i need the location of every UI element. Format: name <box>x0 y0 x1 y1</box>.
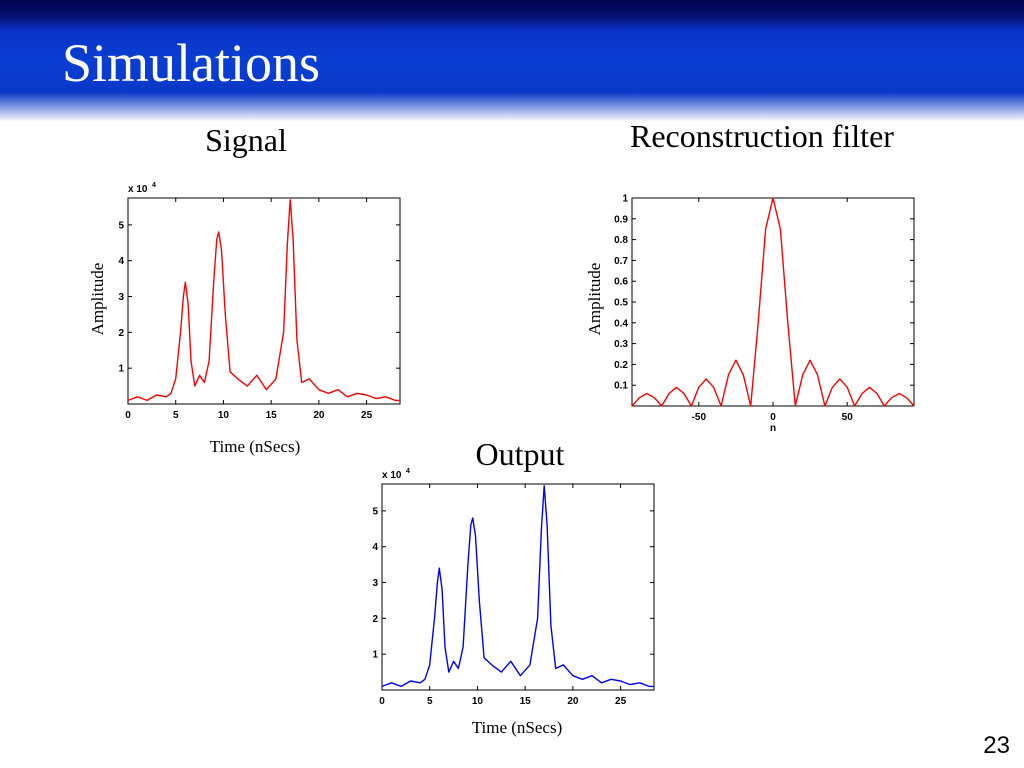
filter-y-tick-label: 0.8 <box>614 235 628 246</box>
signal-y-exponent: 4 <box>152 182 156 189</box>
signal-x-tick-label: 15 <box>266 410 278 421</box>
output-y-tick-label: 3 <box>372 578 378 589</box>
filter-x-tick-label: 0 <box>770 412 776 423</box>
signal-x-tick-label: 20 <box>313 410 325 421</box>
filter-plot-frame <box>631 197 915 407</box>
filter-chart: -50 0 50 0.1 0.2 0.3 0.4 0.5 0.6 0.7 0.8 0.9 1 n <box>614 194 915 434</box>
filter-y-tick-label: 0.5 <box>614 298 628 309</box>
page-number: 23 <box>983 732 1010 759</box>
output-y-tick-label: 4 <box>372 542 378 553</box>
filter-x-axis-label: n <box>770 423 776 434</box>
output-chart: 0 5 10 15 20 25 1 2 3 4 5 x 10 4 <box>372 468 655 707</box>
signal-y-tick-label: 1 <box>118 364 124 375</box>
signal-x-axis-label: Time (nSecs) <box>209 437 301 456</box>
signal-x-tick-label: 5 <box>173 410 179 421</box>
signal-y-multiplier: x 10 <box>128 184 148 195</box>
filter-y-tick-label: 1 <box>622 194 628 205</box>
filter-chart-title: Reconstruction filter <box>630 118 894 154</box>
signal-chart: 0 5 10 15 20 25 1 2 3 4 5 x 10 4 <box>118 182 401 421</box>
output-x-tick-label: 20 <box>567 696 579 707</box>
filter-x-tick-label: -50 <box>692 412 707 423</box>
output-y-exponent: 4 <box>406 468 410 475</box>
signal-x-tick-label: 10 <box>218 410 230 421</box>
output-x-tick-label: 5 <box>427 696 433 707</box>
filter-y-tick-label: 0.7 <box>614 256 628 267</box>
output-series-line <box>381 485 654 688</box>
output-x-tick-label: 25 <box>615 696 627 707</box>
filter-y-tick-label: 0.6 <box>614 277 628 288</box>
filter-x-tick-label: 50 <box>842 412 854 423</box>
signal-chart-title: Signal <box>205 122 287 158</box>
signal-y-tick-label: 4 <box>118 256 124 267</box>
output-y-multiplier: x 10 <box>382 470 402 481</box>
signal-y-tick-label: 5 <box>118 220 124 231</box>
signal-y-tick-label: 2 <box>118 328 124 339</box>
signal-x-tick-label: 0 <box>125 410 131 421</box>
title-bar: Simulations <box>0 0 1024 122</box>
output-chart-title: Output <box>475 436 565 472</box>
signal-y-tick-label: 3 <box>118 292 124 303</box>
output-x-tick-label: 15 <box>520 696 532 707</box>
filter-y-tick-label: 0.3 <box>614 339 628 350</box>
filter-y-tick-label: 0.4 <box>614 318 628 329</box>
filter-y-tick-label: 0.2 <box>614 360 628 371</box>
slide-title: Simulations <box>62 33 321 93</box>
output-x-axis-label: Time (nSecs) <box>471 718 563 737</box>
filter-y-tick-label: 0.1 <box>614 381 628 392</box>
output-y-tick-label: 1 <box>372 650 378 661</box>
output-x-tick-label: 10 <box>472 696 484 707</box>
output-x-tick-label: 0 <box>379 696 385 707</box>
signal-series-line <box>127 199 400 402</box>
filter-y-tick-label: 0.9 <box>614 214 628 225</box>
signal-plot-frame <box>127 197 401 405</box>
output-plot-frame <box>381 483 655 691</box>
output-y-tick-label: 5 <box>372 506 378 517</box>
filter-series-line <box>631 197 915 407</box>
signal-x-tick-label: 25 <box>361 410 373 421</box>
output-y-tick-label: 2 <box>372 614 378 625</box>
